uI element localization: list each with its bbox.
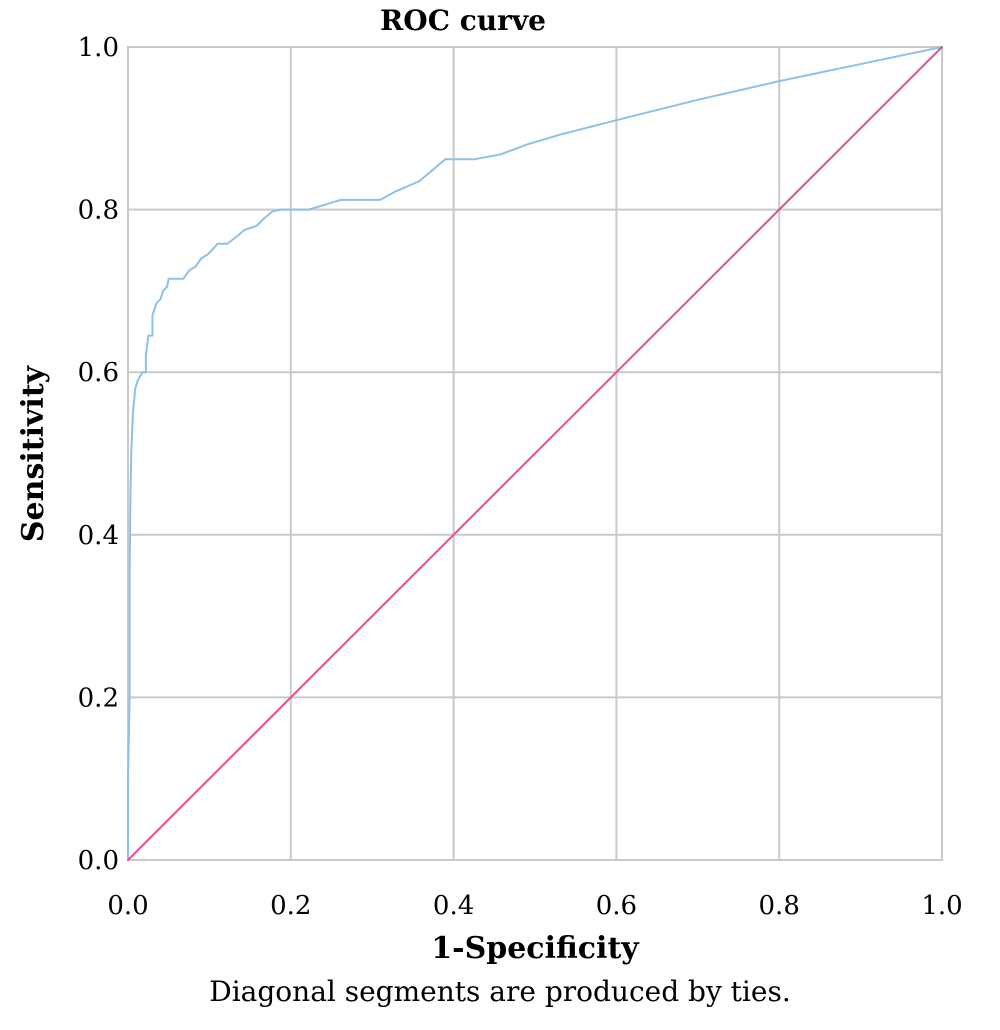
y-tick-label: 0.2 [78, 683, 119, 713]
y-tick-label: 0.4 [78, 521, 119, 551]
chart-footnote: Diagonal segments are produced by ties. [209, 975, 790, 1008]
x-axis-ticks: 0.0 0.2 0.4 0.6 0.8 1.0 [107, 891, 962, 921]
x-tick-label: 0.2 [270, 891, 311, 921]
x-tick-label: 0.6 [596, 891, 637, 921]
x-tick-label: 1.0 [921, 891, 962, 921]
y-axis-label: Sensitivity [16, 364, 51, 542]
y-tick-label: 0.6 [78, 358, 119, 388]
roc-curve-line [127, 46, 943, 861]
grid [127, 46, 943, 861]
y-axis-ticks: 0.0 0.2 0.4 0.6 0.8 1.0 [78, 33, 119, 876]
x-tick-label: 0.4 [433, 891, 474, 921]
x-axis-label: 1-Specificity [431, 931, 640, 966]
y-tick-label: 1.0 [78, 33, 119, 63]
y-tick-label: 0.0 [78, 846, 119, 876]
series-layer [127, 46, 943, 861]
reference-diagonal-line [127, 46, 943, 861]
chart-title: ROC curve [380, 4, 546, 37]
x-tick-label: 0.8 [759, 891, 800, 921]
x-tick-label: 0.0 [107, 891, 148, 921]
y-tick-label: 0.8 [78, 196, 119, 226]
